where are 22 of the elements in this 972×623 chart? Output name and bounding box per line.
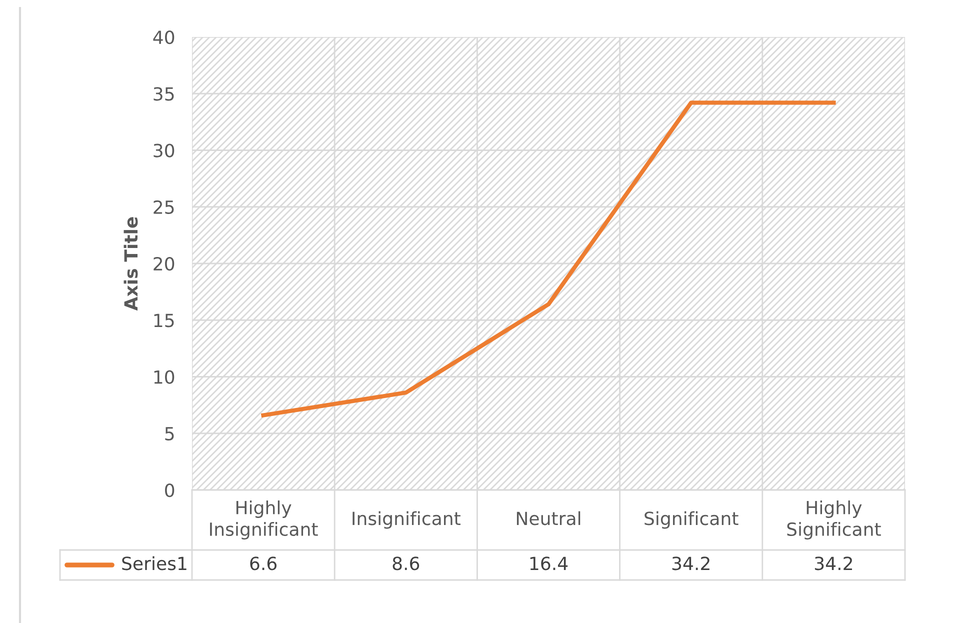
x-tick-label: Insignificant: [352, 511, 460, 529]
y-tick-label: 35: [154, 87, 174, 101]
data-label: 6.6: [250, 556, 277, 570]
y-axis-title: Axis Title: [124, 217, 138, 311]
y-tick-label: 40: [153, 30, 174, 44]
data-label: 16.4: [530, 556, 568, 570]
y-tick-label: 25: [154, 200, 174, 214]
y-tick-label: 20: [154, 256, 174, 271]
y-tick-label: 0: [165, 483, 174, 498]
y-tick-label: 10: [154, 370, 174, 384]
data-label: 34.2: [814, 556, 852, 570]
x-tick-label: Neutral: [516, 511, 580, 526]
x-tick-label: Highly Significant: [787, 500, 881, 540]
y-tick-label: 30: [154, 144, 174, 158]
legend-label: Series1: [122, 556, 186, 570]
x-tick-label: Highly Insignificant: [210, 500, 318, 540]
data-label: 34.2: [672, 556, 710, 570]
x-tick-label: Significant: [644, 511, 738, 529]
y-tick-label: 15: [154, 314, 174, 328]
data-label: 8.6: [392, 556, 420, 570]
y-tick-label: 5: [165, 427, 174, 440]
line-series: [261, 100, 836, 418]
